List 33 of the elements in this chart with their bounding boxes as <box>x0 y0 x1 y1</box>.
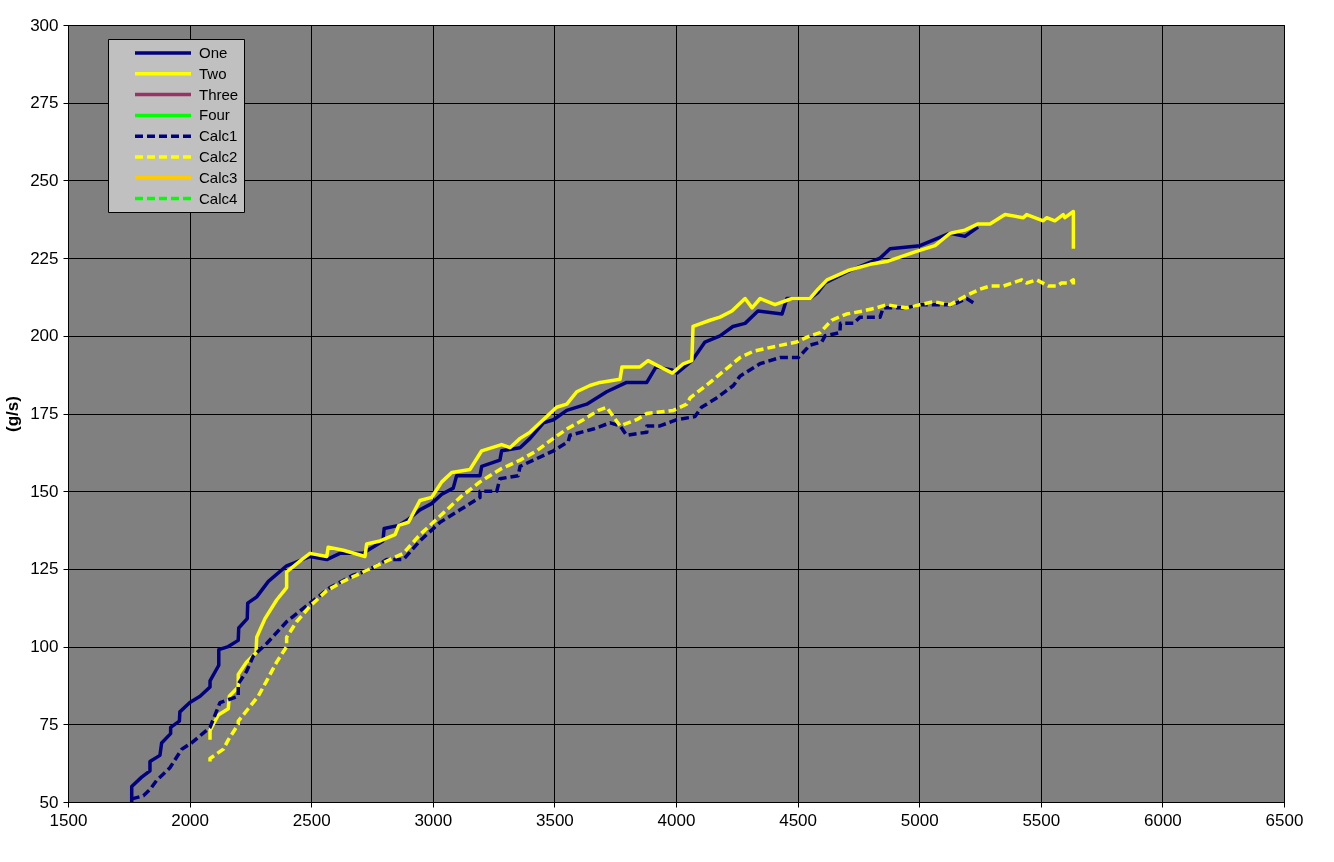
legend-label: Calc1 <box>199 127 238 145</box>
x-tick-label: 1500 <box>49 810 88 830</box>
legend-label: Calc4 <box>199 189 238 207</box>
y-tick-label: 100 <box>30 637 59 657</box>
x-tick-label: 4500 <box>779 810 818 830</box>
line-series <box>208 278 1076 764</box>
y-tick-label: 300 <box>30 15 59 35</box>
y-tick-label: 225 <box>30 248 59 268</box>
x-tick-label: 5000 <box>900 810 939 830</box>
x-tick-label: 2500 <box>292 810 331 830</box>
y-tick-label: 50 <box>39 792 59 812</box>
y-tick-label: 75 <box>39 714 59 734</box>
legend-label: One <box>199 44 228 61</box>
y-axis-title: (g/s) <box>3 396 23 432</box>
x-tick-label: 6500 <box>1265 810 1304 830</box>
y-tick-label: 275 <box>30 93 59 113</box>
legend-label: Calc3 <box>199 168 238 186</box>
x-tick-label: 3000 <box>414 810 453 830</box>
legend-label: Four <box>199 106 230 124</box>
x-tick-label: 2000 <box>171 810 210 830</box>
x-tick-label: 6000 <box>1143 810 1182 830</box>
x-tick-label: 4000 <box>657 810 696 830</box>
x-tick-label: 3500 <box>535 810 574 830</box>
line-series <box>208 209 1076 742</box>
y-tick-label: 125 <box>30 559 59 579</box>
legend-label: Two <box>199 64 227 82</box>
legend-label: Three <box>199 85 239 103</box>
y-tick-label: 250 <box>30 170 59 190</box>
x-tick-label: 5500 <box>1022 810 1061 830</box>
legend-label: Calc2 <box>199 148 238 165</box>
y-tick-label: 150 <box>30 481 59 501</box>
y-tick-label: 175 <box>30 404 59 423</box>
y-tick-label: 200 <box>30 326 59 346</box>
